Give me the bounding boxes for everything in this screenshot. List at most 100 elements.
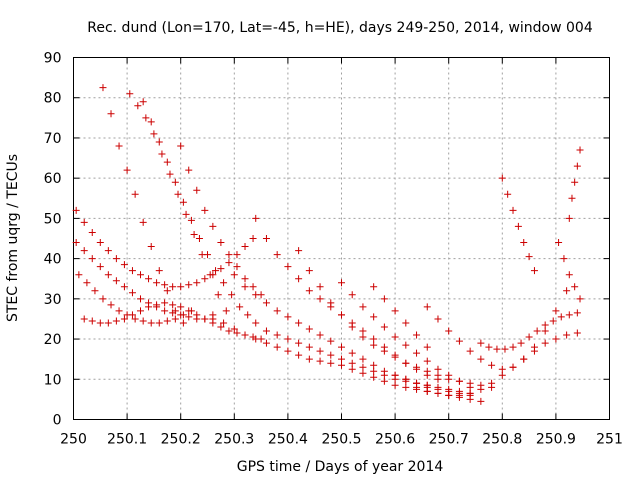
data-point	[80, 315, 88, 323]
y-tick-label: 0	[53, 413, 62, 429]
data-point	[423, 303, 431, 311]
data-point	[99, 295, 107, 303]
data-point	[161, 307, 169, 315]
data-point	[434, 383, 442, 391]
data-point	[88, 255, 96, 263]
y-axis-title: STEC from uqrg / TECUs	[5, 154, 21, 322]
data-point	[150, 130, 158, 138]
data-point	[252, 335, 260, 343]
data-point	[284, 313, 292, 321]
data-point	[316, 331, 324, 339]
data-point	[576, 146, 584, 154]
series-arc-high-2	[126, 90, 230, 315]
data-point	[179, 198, 187, 206]
data-point	[517, 339, 525, 347]
data-point	[552, 335, 560, 343]
data-point	[139, 218, 147, 226]
data-point	[193, 279, 201, 287]
data-point	[115, 142, 123, 150]
y-tick-label: 60	[44, 171, 62, 187]
data-point	[541, 339, 549, 347]
data-point	[466, 383, 474, 391]
data-point	[262, 327, 270, 335]
data-point	[128, 267, 136, 275]
data-point	[504, 190, 512, 198]
y-tick-label: 90	[44, 51, 62, 67]
data-point	[380, 323, 388, 331]
data-point	[163, 158, 171, 166]
data-point	[327, 337, 335, 345]
data-point	[104, 319, 112, 327]
data-point	[107, 110, 115, 118]
data-point	[434, 365, 442, 373]
chart-title: Rec. dund (Lon=170, Lat=-45, h=HE), days…	[87, 20, 593, 36]
data-point	[107, 301, 115, 309]
data-point	[273, 251, 281, 259]
data-point	[413, 331, 421, 339]
data-point	[557, 313, 565, 321]
series-arc-k	[555, 239, 584, 303]
data-point	[509, 206, 517, 214]
data-point	[158, 150, 166, 158]
data-point	[327, 359, 335, 367]
data-point	[96, 239, 104, 247]
data-point	[359, 369, 367, 377]
y-tick-label: 30	[44, 292, 62, 308]
data-point	[284, 263, 292, 271]
data-point	[348, 359, 356, 367]
data-point	[380, 371, 388, 379]
data-point	[391, 333, 399, 341]
data-point	[541, 327, 549, 335]
data-point	[155, 319, 163, 327]
data-point	[155, 138, 163, 146]
data-point	[571, 178, 579, 186]
data-point	[348, 365, 356, 373]
data-point	[217, 265, 225, 273]
data-point	[131, 190, 139, 198]
series-arc-f	[338, 279, 474, 391]
x-tick-label: 250.8	[482, 432, 522, 448]
data-point	[131, 315, 139, 323]
data-point	[338, 279, 345, 287]
data-point	[455, 377, 463, 385]
data-point	[147, 319, 155, 327]
data-point	[295, 247, 303, 255]
data-point	[295, 319, 303, 327]
data-point	[525, 253, 533, 261]
data-point	[445, 385, 453, 393]
data-point	[568, 194, 576, 202]
data-point	[423, 381, 431, 389]
x-tick-label: 250.2	[161, 432, 201, 448]
data-point	[380, 377, 388, 385]
data-point	[252, 214, 260, 222]
data-point	[391, 371, 399, 379]
data-point	[402, 359, 410, 367]
data-point	[370, 283, 378, 291]
data-point	[493, 345, 501, 353]
data-point	[488, 379, 496, 387]
data-point	[120, 315, 128, 323]
data-point	[147, 118, 155, 126]
data-point	[177, 142, 185, 150]
data-point	[520, 355, 528, 363]
data-point	[96, 263, 104, 271]
data-point	[402, 341, 410, 349]
data-point	[530, 343, 538, 351]
data-point	[434, 389, 442, 397]
y-tick-label: 70	[44, 131, 62, 147]
data-point	[563, 331, 571, 339]
data-point	[201, 275, 209, 283]
data-point	[565, 271, 573, 279]
data-point	[244, 311, 252, 319]
data-point	[75, 271, 83, 279]
data-point	[222, 307, 230, 315]
data-point	[179, 311, 187, 319]
data-point	[284, 347, 292, 355]
data-point	[174, 190, 182, 198]
data-point	[455, 387, 463, 395]
data-point	[348, 349, 356, 357]
data-point	[137, 271, 144, 279]
data-point	[402, 375, 410, 383]
data-point	[359, 303, 367, 311]
